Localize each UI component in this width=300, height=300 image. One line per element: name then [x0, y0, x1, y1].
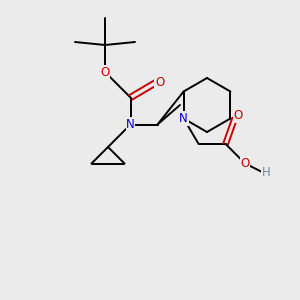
Text: N: N [179, 112, 188, 125]
Text: O: O [155, 76, 164, 89]
Text: H: H [262, 166, 271, 179]
Text: N: N [126, 118, 135, 131]
Text: O: O [234, 109, 243, 122]
Text: O: O [241, 157, 250, 170]
Text: O: O [100, 65, 109, 79]
